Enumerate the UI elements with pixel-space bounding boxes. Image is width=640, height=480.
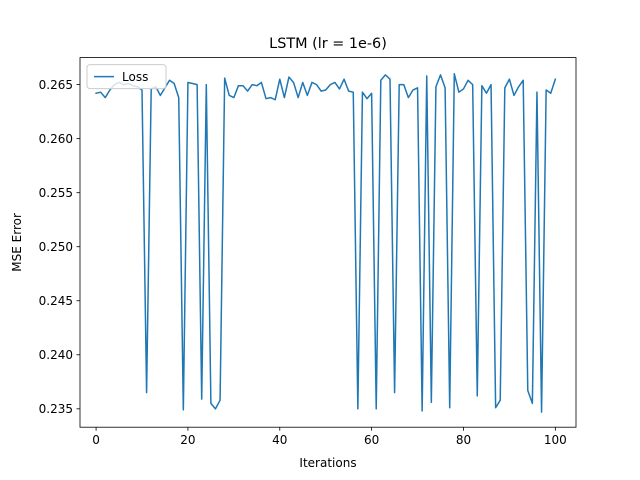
legend-label-loss: Loss [122, 70, 148, 84]
series-layer [95, 73, 557, 413]
y-tick-label: 0.245 [39, 294, 73, 308]
x-tick-label: 0 [92, 433, 100, 447]
y-tick-label: 0.265 [39, 78, 73, 92]
chart-title: LSTM (lr = 1e-6) [269, 36, 387, 52]
x-tick-label: 100 [544, 433, 567, 447]
x-tick-label: 20 [180, 433, 195, 447]
plot-frame [79, 57, 577, 428]
series-line-loss [95, 73, 557, 413]
y-tick-label: 0.240 [39, 348, 73, 362]
x-tick-label: 80 [456, 433, 471, 447]
y-tick-label: 0.250 [39, 240, 73, 254]
plot-area [80, 57, 576, 428]
y-axis-label: MSE Error [10, 213, 24, 272]
x-axis-label: Iterations [299, 456, 356, 470]
y-tick-label: 0.235 [39, 402, 73, 416]
y-tick-label: 0.255 [39, 186, 73, 200]
ticks-layer: 0 20 40 60 80 100 0.235 0.240 0.245 0.250 0.255 0.2… [39, 78, 567, 447]
y-tick-label: 0.260 [39, 132, 73, 146]
x-tick-label: 40 [272, 433, 287, 447]
legend: Loss [86, 64, 167, 90]
legend-box [86, 64, 167, 90]
x-tick-label: 60 [364, 433, 379, 447]
